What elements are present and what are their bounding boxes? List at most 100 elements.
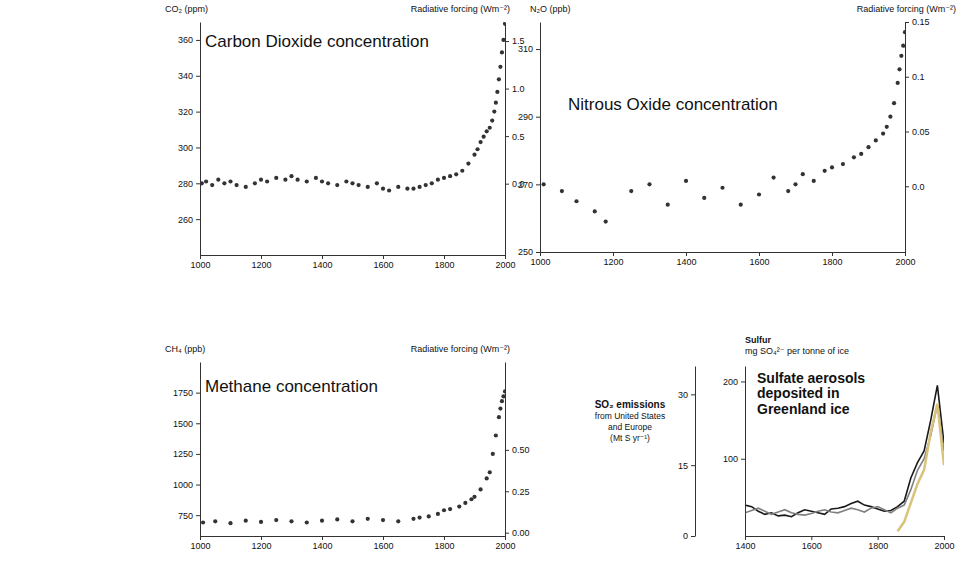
data-point: [204, 179, 208, 183]
tick-mark: [196, 454, 200, 455]
tick: 280: [178, 179, 200, 189]
tick-mark: [741, 459, 745, 460]
tick-mark: [536, 49, 540, 50]
y-axis-title: Sulfur: [745, 335, 771, 345]
axis-line: [695, 367, 696, 537]
tick-label: 1400: [676, 257, 696, 267]
y2-axis-title: SO₂ emissions: [595, 399, 666, 410]
data-point: [859, 152, 863, 156]
tick: 1400: [676, 252, 696, 267]
data-point: [874, 138, 878, 142]
tick-mark: [196, 515, 200, 516]
data-point: [629, 189, 633, 193]
tick-label: 0.00: [512, 528, 530, 538]
tick-label: 0.1: [912, 72, 925, 82]
data-point: [812, 179, 816, 183]
tick-label: 30: [678, 390, 688, 400]
figure: 1000120014001600180020002602803003203403…: [0, 0, 966, 563]
data-point: [497, 415, 501, 419]
tick: 1.0: [505, 84, 525, 94]
tick: 0.1: [905, 72, 925, 82]
tick-label: 0.15: [912, 17, 930, 27]
tick-mark: [691, 394, 695, 395]
tick-mark: [505, 255, 506, 259]
data-point: [259, 520, 263, 524]
tick-label: 1400: [312, 260, 332, 270]
tick-label: 320: [178, 107, 193, 117]
tick-mark: [905, 132, 909, 133]
data-point: [454, 172, 458, 176]
data-point: [503, 389, 505, 393]
tick-mark: [536, 117, 540, 118]
data-point: [235, 183, 239, 187]
y2-axis-title: Radiative forcing (Wm⁻²): [411, 4, 510, 14]
tick-label: 310: [518, 44, 533, 54]
tick: 320: [178, 107, 200, 117]
data-point: [427, 514, 431, 518]
data-point: [296, 178, 300, 182]
y-axis-title: mg SO₄²⁻ per tonne of ice: [745, 346, 849, 356]
data-point: [460, 169, 464, 173]
tick-label: 0.0: [912, 182, 925, 192]
tick: 1000: [190, 255, 210, 270]
tick-mark: [741, 381, 745, 382]
data-point: [479, 487, 483, 491]
data-point: [899, 54, 903, 58]
tick-mark: [196, 183, 200, 184]
data-point: [666, 203, 670, 207]
data-point: [892, 101, 896, 105]
tick: 0.00: [505, 528, 530, 538]
tick-label: 2000: [934, 541, 954, 551]
x-axis: 100012001400160018002000: [190, 255, 515, 270]
tick: 0.0: [905, 182, 925, 192]
data-point: [357, 183, 361, 187]
panel: 140016001800200010020001530Sulfate aeros…: [595, 335, 955, 551]
tick-label: 0.25: [512, 487, 530, 497]
data-point: [896, 81, 900, 85]
axis-line: [201, 536, 506, 537]
panel-title: Nitrous Oxide concentration: [568, 95, 778, 114]
data-point: [830, 165, 834, 169]
data-point: [500, 50, 504, 54]
tick-label: 100: [723, 454, 738, 464]
panel-title: Sulfate aerosolsdeposited inGreenland ic…: [757, 370, 865, 417]
data-point: [488, 470, 492, 474]
data-point: [381, 518, 385, 522]
tick-label: 1600: [802, 541, 822, 551]
tick-mark: [905, 22, 909, 23]
x-axis: 1400160018002000: [735, 536, 954, 551]
tick: 2000: [495, 255, 515, 270]
data-point: [216, 178, 220, 182]
tick-label: 0.5: [512, 132, 525, 142]
data-point: [448, 174, 452, 178]
data-point: [593, 209, 597, 213]
data-point: [430, 181, 434, 185]
data-point: [903, 30, 905, 34]
tick-mark: [505, 450, 509, 451]
tick: 100: [723, 454, 745, 464]
tick: 0.15: [905, 17, 930, 27]
data-point: [490, 118, 494, 122]
y-axis: 260280300320340360: [178, 23, 201, 256]
data-point: [866, 145, 870, 149]
tick-mark: [686, 252, 687, 256]
data-point: [491, 452, 495, 456]
tick-label: 1600: [373, 541, 393, 551]
tick-mark: [505, 89, 509, 90]
tick-label: 1250: [173, 449, 193, 459]
data-point: [411, 187, 415, 191]
tick-mark: [505, 536, 506, 540]
tick: 1200: [251, 536, 271, 551]
data-point: [503, 22, 505, 26]
tick: 1250: [173, 449, 200, 459]
tick-mark: [536, 252, 540, 253]
tick-label: 260: [178, 215, 193, 225]
y-axis: 100200: [723, 367, 746, 537]
tick-label: 1400: [312, 541, 332, 551]
data-point: [436, 512, 440, 516]
data-point: [314, 176, 318, 180]
data-point: [396, 185, 400, 189]
data-point: [479, 140, 483, 144]
data-point: [442, 508, 446, 512]
tick-label: 1600: [373, 260, 393, 270]
